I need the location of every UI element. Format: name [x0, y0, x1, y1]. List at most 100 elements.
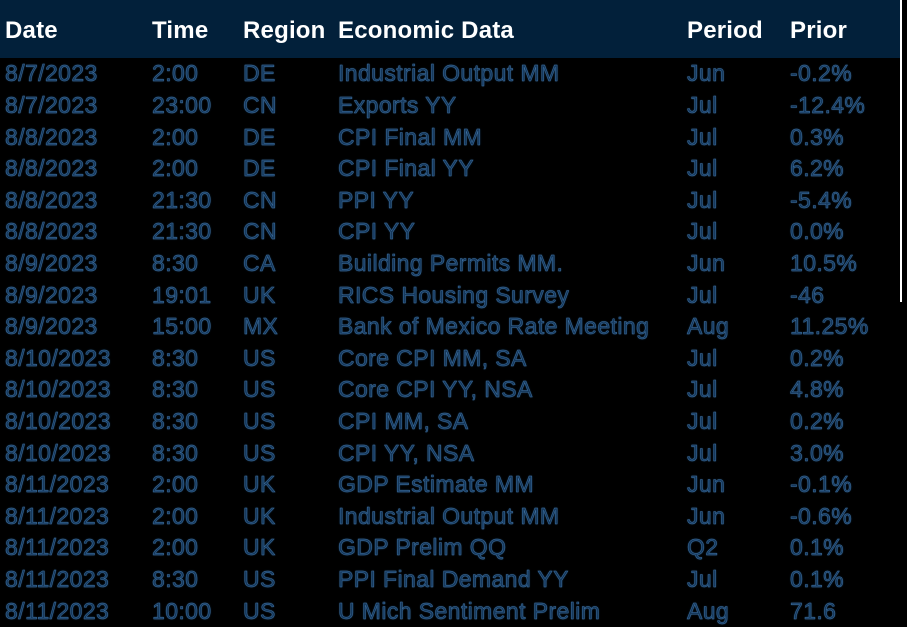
table-row: 8/9/2023 8:30 CA Building Permits MM. Ju…: [0, 248, 907, 280]
table-row: 8/10/2023 8:30 US CPI YY, NSA Jul 3.0%: [0, 437, 907, 469]
cell-period: Jul: [687, 344, 718, 371]
table-row: 8/11/2023 8:30 US PPI Final Demand YY Ju…: [0, 564, 907, 596]
cell-period: Jul: [687, 91, 718, 118]
table-row: 8/11/2023 10:00 US U Mich Sentiment Prel…: [0, 595, 907, 627]
cell-period: Jul: [687, 408, 718, 434]
table-row: 8/10/2023 8:30 US Core CPI MM, SA Jul 0.…: [0, 342, 907, 374]
cell-time: 21:30: [152, 218, 212, 245]
cell-prior: 0.3%: [790, 123, 845, 150]
cell-region: MX: [243, 313, 279, 340]
cell-region: UK: [243, 471, 276, 498]
cell-prior: -5.4%: [790, 186, 853, 213]
cell-date: 8/11/2023: [5, 534, 110, 561]
cell-event: GDP Prelim QQ: [338, 534, 507, 561]
cell-date: 8/10/2023: [5, 376, 111, 403]
cell-time: 2:00: [152, 534, 199, 561]
cell-period: Jun: [687, 249, 726, 276]
cell-event: Core CPI YY, NSA: [338, 376, 533, 403]
table-body: 8/7/2023 2:00 DE Industrial Output MM Ju…: [0, 58, 907, 627]
cell-period: Jul: [687, 376, 718, 403]
cell-period: Jun: [687, 502, 726, 529]
cell-time: 2:00: [152, 155, 199, 182]
cell-time: 8:30: [152, 408, 199, 434]
cell-prior: 3.0%: [790, 439, 845, 466]
cell-event: RICS Housing Survey: [338, 281, 570, 308]
cell-period: Aug: [687, 313, 730, 340]
cell-prior: -0.2%: [790, 60, 853, 87]
cell-region: UK: [243, 281, 276, 308]
cell-region: CN: [243, 91, 278, 118]
cell-event: Building Permits MM.: [338, 249, 564, 276]
column-header-time: Time: [152, 16, 209, 44]
cell-event: PPI Final Demand YY: [338, 566, 569, 593]
cell-date: 8/8/2023: [5, 218, 98, 245]
cell-event: Exports YY: [338, 91, 457, 118]
cell-time: 8:30: [152, 439, 199, 466]
cell-period: Jul: [687, 566, 718, 593]
cell-time: 8:30: [152, 566, 199, 593]
cell-prior: 0.0%: [790, 218, 845, 245]
cell-prior: -0.1%: [790, 471, 853, 498]
table-row: 8/11/2023 2:00 UK Industrial Output MM J…: [0, 501, 907, 533]
cell-event: CPI YY, NSA: [338, 439, 475, 466]
cell-event: CPI YY: [338, 218, 416, 245]
cell-period: Jul: [687, 218, 718, 245]
cell-event: CPI MM, SA: [338, 408, 469, 434]
cell-time: 23:00: [152, 91, 212, 118]
cell-time: 15:00: [152, 313, 212, 340]
cell-event: GDP Estimate MM: [338, 471, 534, 498]
cell-time: 2:00: [152, 60, 199, 87]
cell-prior: 0.1%: [790, 534, 845, 561]
column-header-prior: Prior: [790, 16, 848, 44]
table-row: 8/8/2023 2:00 DE CPI Final MM Jul 0.3%: [0, 121, 907, 153]
table-row: 8/10/2023 8:30 US Core CPI YY, NSA Jul 4…: [0, 374, 907, 406]
table-row: 8/7/2023 2:00 DE Industrial Output MM Ju…: [0, 58, 907, 90]
cell-period: Aug: [687, 597, 730, 624]
cell-event: U Mich Sentiment Prelim: [338, 597, 601, 624]
cell-event: PPI YY: [338, 186, 415, 213]
cell-region: CN: [243, 218, 278, 245]
cell-region: UK: [243, 534, 276, 561]
cell-date: 8/7/2023: [5, 91, 98, 118]
cell-region: DE: [243, 60, 276, 87]
column-header-date: Date: [5, 16, 58, 44]
cell-time: 2:00: [152, 502, 199, 529]
cell-event: Core CPI MM, SA: [338, 344, 527, 371]
table-row: 8/9/2023 19:01 UK RICS Housing Survey Ju…: [0, 279, 907, 311]
cell-period: Jul: [687, 281, 718, 308]
cell-time: 2:00: [152, 123, 199, 150]
cell-time: 21:30: [152, 186, 212, 213]
cell-region: DE: [243, 123, 276, 150]
cell-time: 10:00: [152, 597, 212, 624]
cell-date: 8/9/2023: [5, 313, 98, 340]
cell-region: CA: [243, 249, 276, 276]
cell-region: US: [243, 344, 276, 371]
table-row: 8/8/2023 2:00 DE CPI Final YY Jul 6.2%: [0, 153, 907, 185]
cell-date: 8/10/2023: [5, 408, 111, 434]
cell-date: 8/10/2023: [5, 439, 111, 466]
table-row: 8/11/2023 2:00 UK GDP Prelim QQ Q2 0.1%: [0, 532, 907, 564]
cell-date: 8/11/2023: [5, 566, 110, 593]
cell-period: Jul: [687, 123, 718, 150]
cell-date: 8/8/2023: [5, 123, 98, 150]
cell-date: 8/11/2023: [5, 597, 110, 624]
cell-date: 8/11/2023: [5, 471, 110, 498]
cell-date: 8/7/2023: [5, 60, 98, 87]
cell-time: 2:00: [152, 471, 199, 498]
cell-time: 8:30: [152, 376, 199, 403]
cell-region: US: [243, 439, 276, 466]
cell-prior: 11.25%: [790, 313, 869, 340]
cell-period: Jul: [687, 155, 718, 182]
cell-region: US: [243, 597, 276, 624]
cell-prior: 0.1%: [790, 566, 845, 593]
cell-prior: 4.8%: [790, 376, 845, 403]
cell-period: Jun: [687, 60, 726, 87]
cell-region: US: [243, 376, 276, 403]
cell-date: 8/10/2023: [5, 344, 111, 371]
cell-date: 8/8/2023: [5, 155, 98, 182]
cell-date: 8/9/2023: [5, 249, 98, 276]
cell-prior: 6.2%: [790, 155, 845, 182]
cell-prior: 10.5%: [790, 249, 858, 276]
cell-date: 8/9/2023: [5, 281, 98, 308]
cell-date: 8/11/2023: [5, 502, 110, 529]
